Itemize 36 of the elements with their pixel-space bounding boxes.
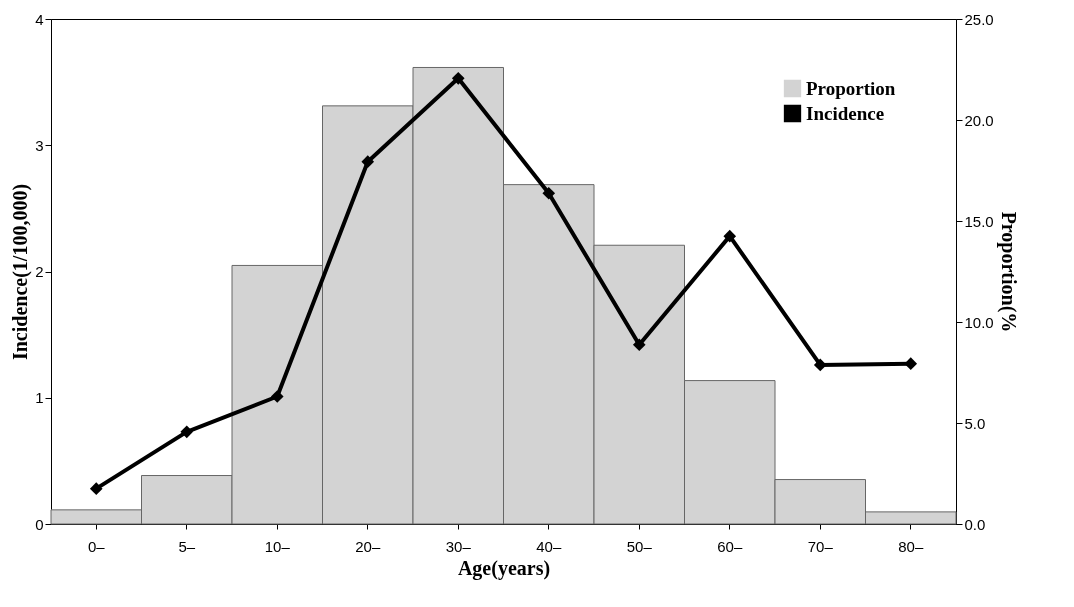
- y-tick-label: 0: [35, 515, 44, 533]
- y-tick-label: 3: [35, 136, 44, 154]
- point: [270, 390, 284, 403]
- y2-tick-label: 20.0: [964, 111, 994, 129]
- x-tick-label: 40–: [536, 537, 562, 555]
- y2-tick-label: 5.0: [964, 414, 986, 432]
- x-tick-label: 60–: [717, 537, 743, 555]
- y2-axis-title: Proportion(%: [996, 211, 1020, 333]
- y2-tick-label: 25.0: [964, 10, 994, 28]
- point: [813, 358, 827, 372]
- x-tick-label: 10–: [264, 537, 291, 555]
- x-tick-label: 0–: [87, 537, 106, 555]
- x-tick-label: 5–: [178, 537, 196, 555]
- point: [361, 155, 375, 168]
- x-axis-title: Age(years): [457, 556, 551, 580]
- point: [904, 357, 918, 370]
- y-tick-label: 4: [35, 10, 44, 28]
- point: [542, 186, 556, 200]
- y-tick-label: 1: [35, 389, 44, 407]
- x-tick-label: 80–: [898, 537, 924, 555]
- y-axis-title: Incidence(1/100,000): [9, 183, 33, 361]
- point: [723, 229, 737, 243]
- point: [451, 72, 465, 85]
- y2-tick-label: 15.0: [964, 212, 994, 230]
- x-tick-label: 70–: [807, 537, 834, 555]
- x-tick-label: 50–: [626, 537, 653, 555]
- y-tick-label: 2: [35, 263, 44, 280]
- point: [89, 482, 103, 495]
- legend-label: Incidence: [806, 102, 885, 124]
- y2-tick-label: 10.0: [964, 313, 994, 331]
- point: [632, 338, 646, 352]
- y2-tick-label: 0.0: [964, 515, 986, 533]
- x-tick-label: 30–: [445, 537, 472, 555]
- legend-label: Proportion: [806, 77, 896, 99]
- x-tick-label: 20–: [355, 537, 381, 555]
- point: [180, 425, 194, 439]
